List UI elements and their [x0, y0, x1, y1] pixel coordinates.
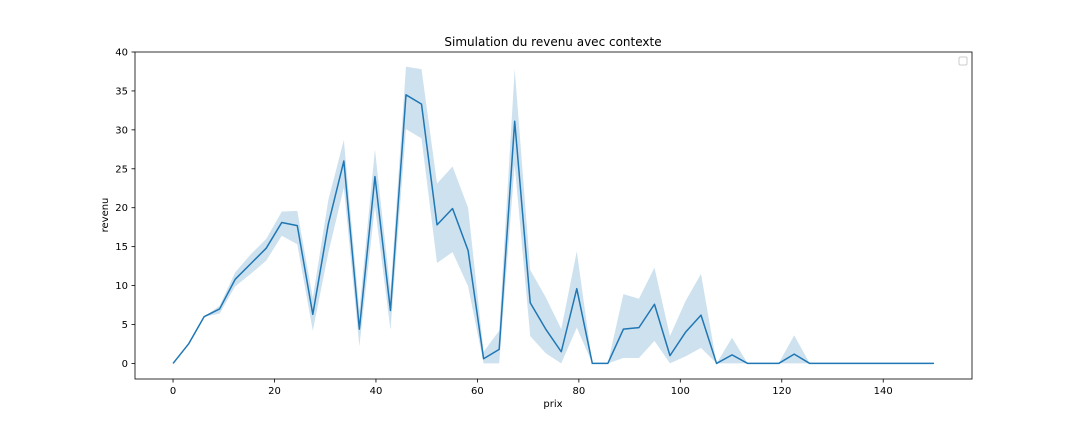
confidence-band-layer: [173, 66, 934, 364]
y-tick-label: 35: [115, 86, 128, 97]
x-tick-label: 80: [572, 386, 585, 397]
y-axis-label: revenu: [100, 198, 111, 233]
y-tick-label: 40: [115, 48, 128, 59]
y-tick-label: 5: [122, 320, 128, 331]
x-axis-label: prix: [543, 399, 562, 410]
x-axis-ticks: 0 20 40 60 80 100 120 140: [170, 379, 893, 397]
series-0-confidence-band: [173, 66, 934, 364]
x-tick-label: 60: [471, 386, 484, 397]
empty-legend-box: [958, 56, 968, 66]
series-0-line: [172, 94, 934, 365]
x-tick-label: 0: [170, 386, 176, 397]
y-tick-label: 25: [115, 164, 128, 175]
x-tick-label: 140: [874, 386, 893, 397]
chart-title: Simulation du revenu avec contexte: [444, 35, 661, 49]
series-line-layer: [172, 94, 934, 365]
x-tick-label: 40: [370, 386, 383, 397]
y-axis-ticks: 0 5 10 15 20 25 30 35 40: [115, 48, 135, 370]
y-tick-label: 20: [115, 203, 128, 214]
x-tick-label: 100: [671, 386, 690, 397]
x-tick-label: 120: [772, 386, 791, 397]
y-tick-label: 30: [115, 125, 128, 136]
x-tick-label: 20: [268, 386, 281, 397]
y-tick-label: 10: [115, 281, 128, 292]
y-tick-label: 15: [115, 242, 128, 253]
y-tick-label: 0: [122, 359, 128, 370]
plot-frame: [134, 51, 973, 380]
